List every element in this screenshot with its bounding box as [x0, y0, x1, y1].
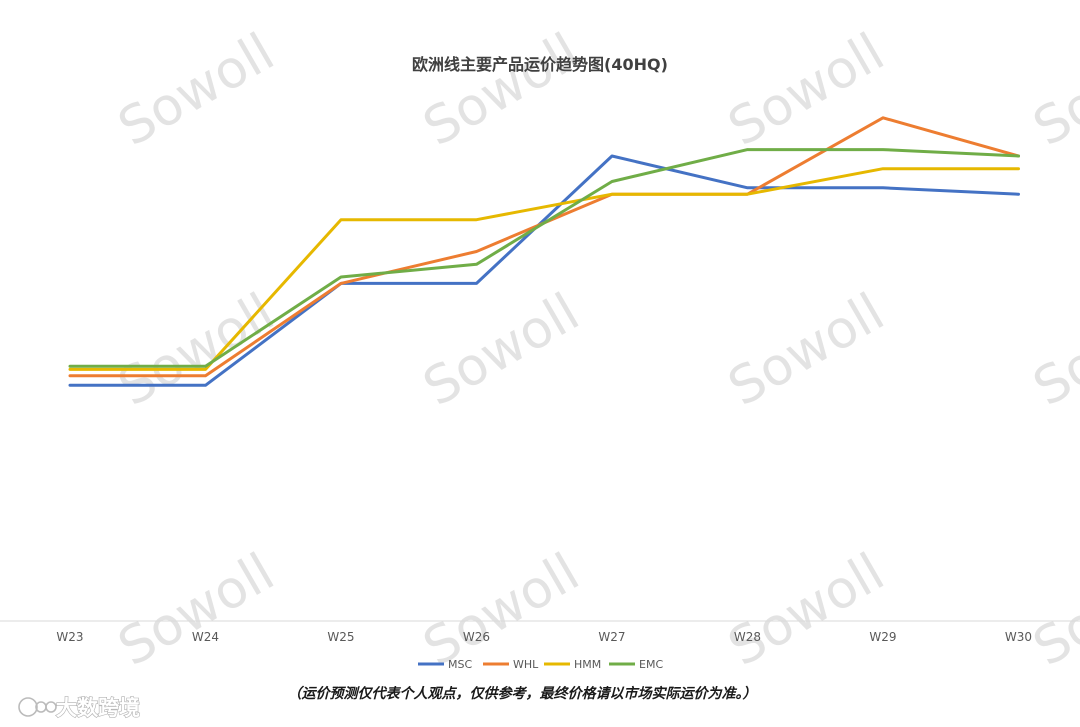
watermark-text: Sowoll	[414, 282, 590, 418]
series-line-hmm	[68, 167, 1020, 371]
watermark-text: Sowoll	[1024, 282, 1080, 418]
watermark-text: Sowoll	[1024, 22, 1080, 158]
x-tick-label: W24	[192, 630, 219, 644]
legend-label-whl: WHL	[513, 658, 539, 671]
watermark-text: Sowoll	[109, 282, 285, 418]
series-line-emc	[68, 148, 1020, 368]
legend: MSC WHL HMM EMC	[418, 658, 663, 671]
series-lines	[68, 116, 1020, 387]
legend-label-msc: MSC	[448, 658, 472, 671]
disclaimer: （运价预测仅代表个人观点，仅供参考，最终价格请以市场实际运价为准。）	[288, 685, 757, 702]
watermark-text: Sowoll	[1024, 542, 1080, 678]
chart-title: 欧洲线主要产品运价趋势图(40HQ)	[412, 55, 668, 74]
x-tick-label: W30	[1005, 630, 1032, 644]
watermark-text: Sowoll	[719, 542, 895, 678]
watermark-text: Sowoll	[109, 22, 285, 158]
logo-mark-icon	[17, 696, 57, 718]
logo-text: 大数跨境	[56, 696, 140, 720]
legend-label-emc: EMC	[639, 658, 663, 671]
x-tick-label: W29	[869, 630, 896, 644]
watermark-text: Sowoll	[719, 282, 895, 418]
watermark-text: Sowoll	[719, 22, 895, 158]
x-tick-label: W25	[327, 630, 354, 644]
x-tick-labels: W23 W24 W25 W26 W27 W28 W29 W30	[56, 630, 1032, 644]
x-tick-label: W27	[598, 630, 625, 644]
legend-label-hmm: HMM	[574, 658, 601, 671]
watermark-text: Sowoll	[414, 22, 590, 158]
watermark-text: Sowoll	[109, 542, 285, 678]
x-tick-label: W26	[463, 630, 490, 644]
x-tick-label: W28	[734, 630, 761, 644]
logo: 大数跨境	[17, 695, 141, 721]
watermark-text: Sowoll	[414, 542, 590, 678]
series-line-msc	[68, 154, 1020, 387]
x-tick-label: W23	[56, 630, 83, 644]
